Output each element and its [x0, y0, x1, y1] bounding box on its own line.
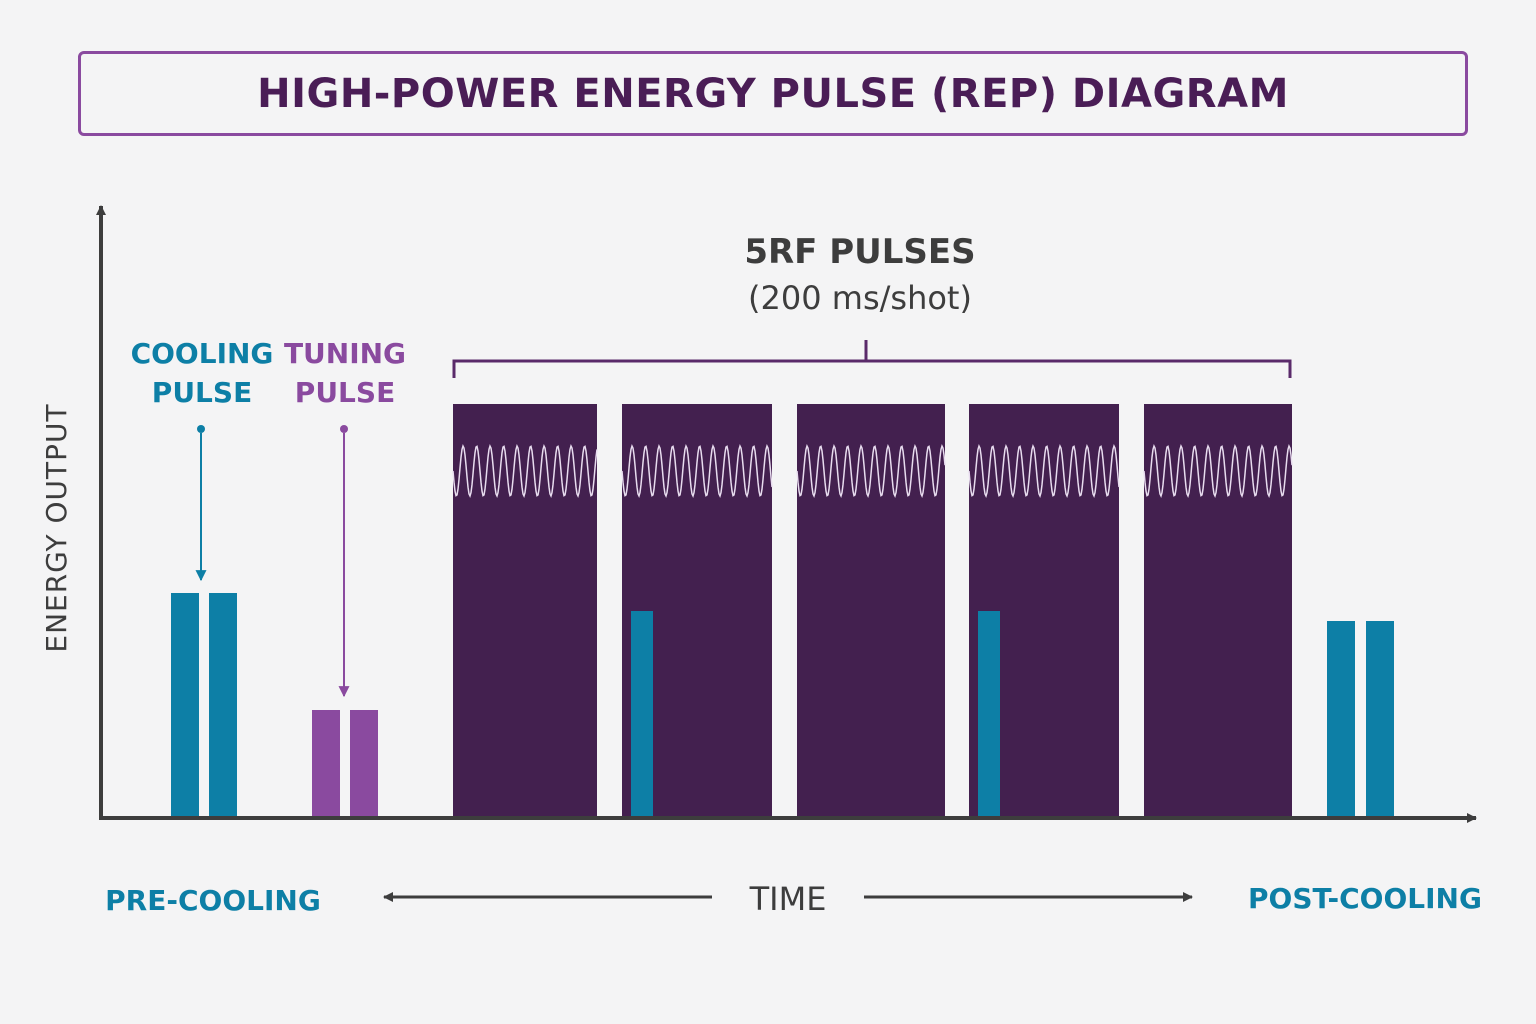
rf-waveform-1	[452, 444, 598, 498]
rf-waveform-4	[968, 444, 1120, 498]
rf-group-subtitle: (200 ms/shot)	[748, 279, 972, 317]
tuning-pointer-dot	[340, 425, 348, 433]
cooling-bar-post-1	[1327, 621, 1355, 816]
cooling-pulse-label-line2: PULSE	[152, 376, 252, 409]
rf-group-title: 5RF PULSES	[744, 232, 975, 272]
diagram-title: HIGH-POWER ENERGY PULSE (REP) DIAGRAM	[257, 70, 1289, 117]
tuning-pulse-label-line2: PULSE	[295, 376, 395, 409]
cooling-bar-pre-2	[209, 593, 237, 816]
cooling-pulse-label-line1: COOLING	[131, 337, 274, 370]
y-axis-label: ENERGY OUTPUT	[40, 403, 73, 652]
cooling-bar-post-2	[1366, 621, 1394, 816]
tuning-bar-1	[312, 710, 340, 816]
tuning-bar-2	[350, 710, 378, 816]
rf-pulse-1	[453, 404, 597, 816]
cooling-pointer-dot	[197, 425, 205, 433]
time-label: TIME	[749, 880, 827, 918]
rf-group-bracket	[452, 340, 1292, 378]
title-box: HIGH-POWER ENERGY PULSE (REP) DIAGRAM	[78, 51, 1468, 136]
cooling-bar-pre-1	[171, 593, 199, 816]
tuning-pulse-label-line1: TUNING	[284, 337, 406, 370]
rf-waveform-3	[796, 444, 946, 498]
pre-cooling-label: PRE-COOLING	[105, 884, 321, 917]
post-cooling-label: POST-COOLING	[1248, 882, 1482, 915]
rf-waveform-5	[1143, 444, 1293, 498]
cooling-bar-inside-rf-1	[631, 611, 653, 816]
rf-waveform-2	[621, 444, 773, 498]
cooling-bar-inside-rf-2	[978, 611, 1000, 816]
